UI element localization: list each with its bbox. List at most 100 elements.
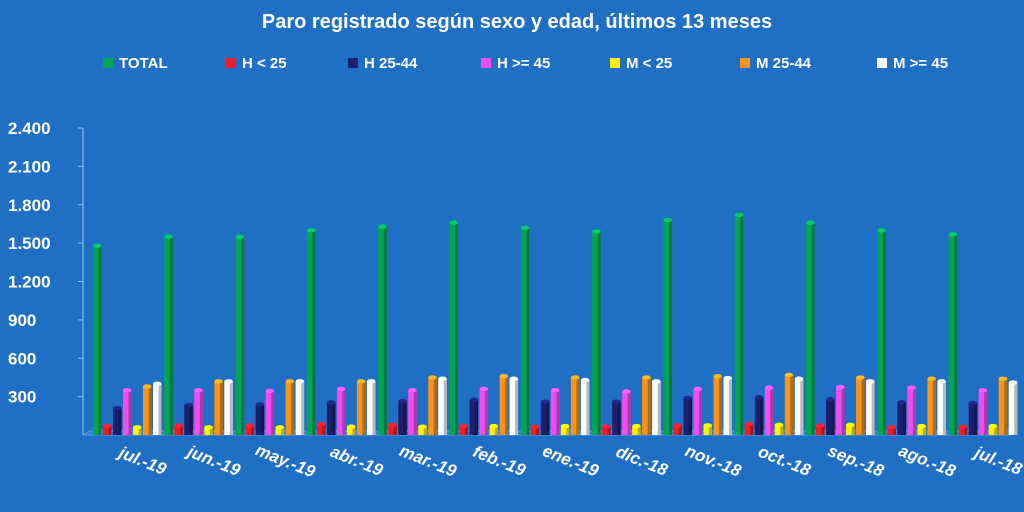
legend-label: H 25-44 — [364, 55, 418, 72]
bar-top — [295, 379, 305, 384]
bar-shade — [954, 234, 958, 435]
bar — [693, 388, 702, 435]
chart-title: Paro registrado según sexo y edad, últim… — [262, 11, 772, 33]
bar-top — [622, 389, 631, 394]
bar-shade — [728, 378, 732, 435]
bar-shade — [882, 230, 886, 435]
bar-top — [123, 388, 132, 393]
bar-shade — [372, 381, 376, 435]
bar-shade — [678, 425, 682, 435]
bar-top — [499, 373, 509, 379]
bar — [794, 378, 804, 435]
bar-shade — [118, 408, 122, 435]
bar-top — [153, 381, 162, 387]
bar — [123, 390, 132, 435]
bar-top — [580, 377, 590, 383]
bar-top — [520, 225, 530, 230]
bar-top — [856, 375, 865, 380]
bar-shade — [189, 404, 193, 435]
bar-shade — [281, 427, 285, 435]
bar-top — [968, 400, 978, 406]
bar-top — [408, 388, 417, 393]
bar — [184, 404, 193, 435]
legend-swatch — [610, 58, 620, 68]
bar — [113, 408, 122, 435]
legend-swatch — [481, 58, 491, 68]
bar-top — [326, 400, 336, 405]
bar — [174, 425, 183, 435]
bar-shade — [851, 424, 855, 435]
bar — [764, 387, 774, 435]
bar-top — [988, 423, 998, 429]
bar — [550, 390, 560, 435]
bar-shade — [423, 426, 427, 435]
bar-shade — [465, 426, 469, 435]
bar — [1008, 382, 1018, 435]
bar-shade — [179, 425, 183, 435]
bar-top — [612, 399, 621, 404]
bar — [937, 381, 946, 435]
bar-top — [479, 386, 489, 392]
bar-shade — [740, 214, 744, 435]
y-tick-label: 900 — [8, 311, 36, 330]
bar — [285, 381, 295, 435]
bar-shade — [546, 401, 550, 435]
bar — [663, 220, 672, 435]
bar-top — [652, 379, 661, 384]
bar-top — [388, 422, 397, 427]
bar-top — [958, 424, 968, 429]
bar-shade — [342, 388, 346, 435]
bar-shade — [433, 377, 437, 435]
bar-shade — [800, 378, 804, 435]
bar-top — [224, 379, 233, 384]
bar — [520, 227, 530, 435]
bar-shade — [271, 390, 275, 435]
bar-top — [846, 422, 855, 427]
bar — [214, 381, 223, 435]
bar-top — [836, 384, 845, 390]
bar — [806, 222, 815, 435]
bar — [734, 214, 744, 435]
bar-top — [794, 376, 804, 381]
bar-top — [784, 372, 794, 378]
bar-shade — [841, 387, 845, 435]
y-tick-label: 2.400 — [8, 119, 51, 138]
bar-shade — [199, 390, 203, 435]
bar-top — [907, 385, 916, 390]
bar — [499, 376, 509, 435]
bar — [316, 424, 326, 435]
bar — [612, 401, 621, 435]
bar-top — [866, 379, 875, 384]
bar-shade — [443, 378, 447, 435]
bar-shade — [312, 230, 316, 435]
legend-swatch — [877, 58, 887, 68]
legend-label: M 25-44 — [756, 55, 812, 72]
bar — [418, 426, 427, 435]
bar-shade — [526, 227, 530, 435]
bar-top — [204, 425, 213, 430]
bar — [887, 427, 896, 435]
bar-shade — [128, 390, 132, 435]
y-tick-label: 300 — [8, 388, 36, 407]
bar — [683, 397, 692, 435]
bar-top — [489, 423, 499, 429]
bar — [856, 377, 865, 435]
bar-shade — [332, 402, 336, 435]
bar-top — [744, 421, 754, 427]
bar-top — [245, 423, 255, 428]
bar-shade — [770, 387, 774, 435]
legend-swatch — [740, 58, 750, 68]
bar — [346, 426, 356, 435]
bar-top — [723, 375, 732, 381]
bar-shade — [566, 426, 570, 435]
legend-label: H >= 45 — [497, 55, 550, 72]
bar-top — [378, 224, 387, 229]
bar — [642, 377, 651, 435]
bar — [754, 397, 764, 435]
bar-shade — [515, 378, 519, 435]
bar — [774, 424, 784, 435]
legend-label: H < 25 — [242, 55, 287, 72]
bar — [846, 424, 855, 435]
bar-shade — [861, 377, 865, 435]
bar-top — [469, 397, 479, 403]
